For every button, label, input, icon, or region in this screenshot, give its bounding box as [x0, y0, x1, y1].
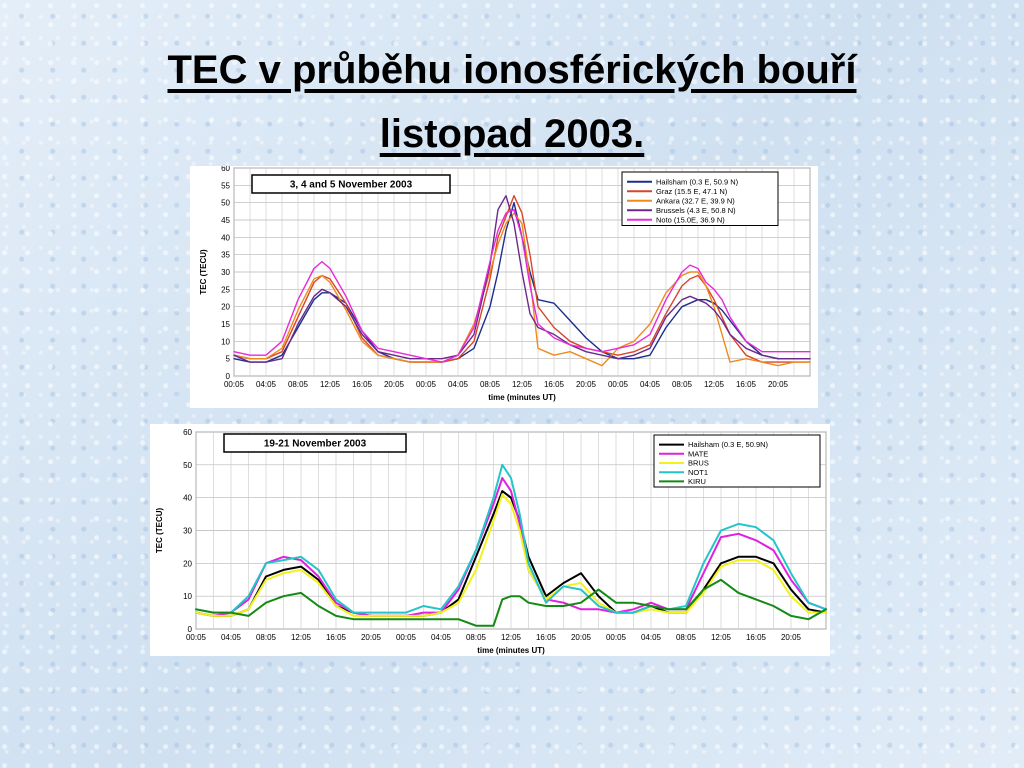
x-tick-label: 16:05 — [352, 380, 373, 389]
chart-19-21-november: 0 10 20 30 40 50 60 00:05 04:05 08:05 12:05 16:05 20… — [150, 424, 830, 656]
chart-title-box — [251, 174, 451, 194]
y-tick-label: 10 — [183, 592, 192, 601]
y-tick-label: 60 — [221, 166, 230, 173]
x-tick-label: 12:05 — [512, 380, 533, 389]
y-tick-label: 30 — [183, 527, 192, 536]
y-tick-label: 60 — [183, 428, 192, 437]
x-tick-label: 16:05 — [544, 380, 565, 389]
legend-label: Noto (15.0E, 36.9 N) — [656, 215, 725, 224]
x-tick-label: 08:05 — [466, 633, 487, 642]
x-tick-label: 04:05 — [640, 380, 661, 389]
chart-3-5-november: 0 5 10 15 20 25 30 35 40 45 50 55 60 00:05 04:05 08:05 1… — [190, 166, 818, 408]
y-tick-label: 35 — [221, 251, 230, 260]
y-tick-label: 10 — [221, 337, 230, 346]
x-tick-label: 12:05 — [320, 380, 341, 389]
legend-label: MATE — [688, 449, 708, 458]
series-line-4 — [233, 195, 811, 363]
y-tick-label: 20 — [221, 303, 230, 312]
x-axis-label: time (minutes UT) — [477, 646, 545, 655]
x-axis-label: time (minutes UT) — [488, 393, 556, 402]
slide-title: TEC v průběhu ionosférických bouří listo… — [0, 38, 1024, 166]
chart-title: 19-21 November 2003 — [264, 439, 367, 450]
chart-title-box — [223, 433, 407, 453]
x-tick-label: 12:05 — [711, 633, 732, 642]
chart-3-5-november-svg: 0 5 10 15 20 25 30 35 40 45 50 55 60 00:05 04:05 08:05 1… — [199, 166, 811, 402]
legend-label: Hailsham (0.3 E, 50.9N) — [688, 440, 769, 449]
x-tick-label: 16:05 — [536, 633, 557, 642]
chart-19-21-november-svg: 0 10 20 30 40 50 60 00:05 04:05 08:05 12:05 16:05 20… — [155, 428, 827, 655]
y-tick-label: 0 — [226, 372, 231, 381]
x-tick-label: 16:05 — [736, 380, 757, 389]
x-tick-label: 16:05 — [326, 633, 347, 642]
legend-label: KIRU — [688, 477, 706, 486]
series-line-4 — [195, 463, 827, 614]
x-tick-label: 20:05 — [576, 380, 597, 389]
x-tick-label: 04:05 — [448, 380, 469, 389]
y-tick-label: 45 — [221, 216, 230, 225]
y-tick-label: 40 — [221, 233, 230, 242]
x-tick-label: 20:05 — [384, 380, 405, 389]
x-tick-label: 00:05 — [608, 380, 629, 389]
slide-title-line1: TEC v průběhu ionosférických bouří — [167, 48, 857, 92]
legend-label: Graz (15.5 E, 47.1 N) — [656, 187, 728, 196]
x-tick-label: 12:05 — [501, 633, 522, 642]
series-line-2 — [195, 477, 827, 617]
x-tick-label: 20:05 — [781, 633, 802, 642]
chart-title: 3, 4 and 5 November 2003 — [290, 180, 413, 191]
y-tick-label: 15 — [221, 320, 230, 329]
x-tick-label: 04:05 — [256, 380, 277, 389]
series-line-5 — [233, 208, 811, 363]
series-line-3 — [195, 493, 827, 617]
y-tick-label: 25 — [221, 285, 230, 294]
x-tick-label: 16:05 — [746, 633, 767, 642]
legend-label: Ankara (32.7 E, 39.9 N) — [656, 196, 735, 205]
x-tick-label: 12:05 — [704, 380, 725, 389]
x-tick-label: 08:05 — [256, 633, 277, 642]
series-line-5 — [195, 578, 827, 627]
x-tick-label: 04:05 — [641, 633, 662, 642]
y-tick-label: 50 — [183, 461, 192, 470]
x-tick-label: 04:05 — [221, 633, 242, 642]
x-tick-label: 00:05 — [416, 380, 437, 389]
legend-label: BRUS — [688, 459, 709, 468]
x-tick-label: 20:05 — [361, 633, 382, 642]
x-tick-label: 08:05 — [676, 633, 697, 642]
x-tick-label: 20:05 — [571, 633, 592, 642]
y-axis-label: TEC (TECU) — [199, 249, 208, 295]
y-tick-label: 50 — [221, 199, 230, 208]
x-tick-label: 12:05 — [291, 633, 312, 642]
x-tick-label: 04:05 — [431, 633, 452, 642]
series-line-1 — [195, 490, 827, 617]
series-line-3 — [233, 212, 811, 367]
y-axis-label: TEC (TECU) — [155, 508, 164, 554]
x-tick-label: 08:05 — [672, 380, 693, 389]
y-tick-label: 20 — [183, 559, 192, 568]
y-tick-label: 0 — [188, 625, 193, 634]
x-tick-label: 08:05 — [480, 380, 501, 389]
x-tick-label: 20:05 — [768, 380, 789, 389]
legend-label: Hailsham (0.3 E, 50.9 N) — [656, 177, 739, 186]
y-tick-label: 55 — [221, 181, 230, 190]
y-tick-label: 30 — [221, 268, 230, 277]
legend-label: NOT1 — [688, 468, 708, 477]
x-tick-label: 00:05 — [224, 380, 245, 389]
x-tick-label: 00:05 — [606, 633, 627, 642]
series-line-2 — [233, 195, 811, 363]
y-tick-label: 40 — [183, 494, 192, 503]
slide-title-line2: listopad 2003. — [379, 112, 645, 156]
legend-label: Brussels (4.3 E, 50.8 N) — [656, 206, 736, 215]
x-tick-label: 08:05 — [288, 380, 309, 389]
x-tick-label: 00:05 — [396, 633, 417, 642]
x-tick-label: 00:05 — [186, 633, 207, 642]
y-tick-label: 5 — [226, 355, 231, 364]
